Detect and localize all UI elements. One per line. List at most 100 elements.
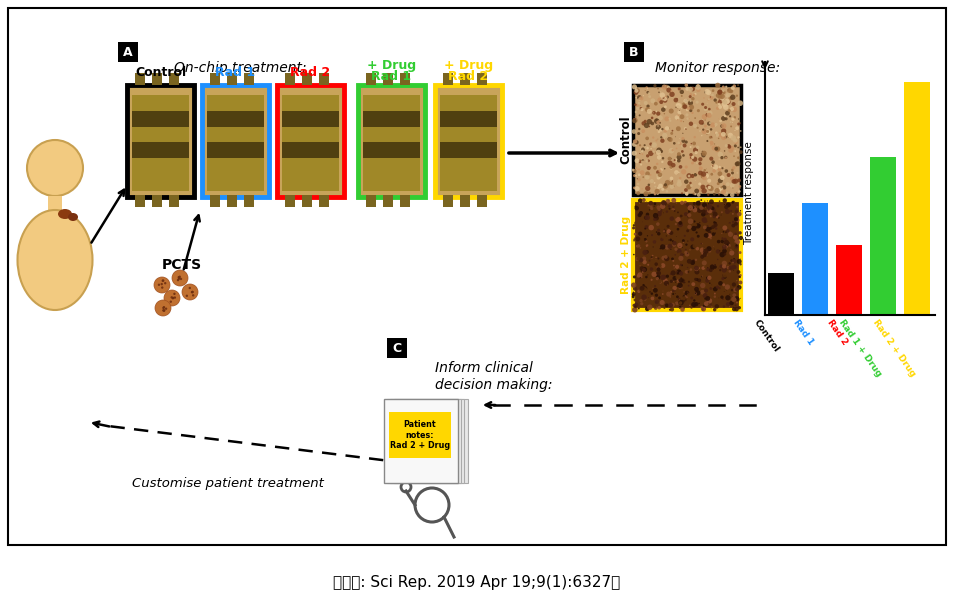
Circle shape: [705, 119, 706, 120]
Circle shape: [685, 294, 689, 298]
Circle shape: [736, 259, 742, 264]
Circle shape: [713, 193, 715, 196]
Circle shape: [654, 285, 656, 287]
Circle shape: [637, 145, 639, 146]
Circle shape: [710, 141, 713, 145]
Circle shape: [736, 192, 737, 194]
Circle shape: [690, 244, 695, 249]
Circle shape: [714, 222, 717, 224]
Circle shape: [662, 244, 665, 247]
Circle shape: [668, 137, 672, 142]
Circle shape: [735, 244, 738, 247]
Circle shape: [698, 182, 701, 185]
Circle shape: [645, 90, 646, 91]
Circle shape: [661, 128, 664, 130]
Circle shape: [658, 131, 660, 133]
Circle shape: [691, 282, 695, 286]
Circle shape: [702, 209, 706, 214]
Circle shape: [646, 240, 647, 243]
Bar: [400, 73, 410, 85]
Circle shape: [653, 241, 656, 243]
Circle shape: [657, 212, 662, 217]
Bar: [768, 273, 794, 315]
Circle shape: [738, 251, 741, 254]
Circle shape: [718, 281, 723, 285]
Circle shape: [690, 237, 694, 241]
Bar: [435, 85, 502, 197]
Circle shape: [689, 103, 690, 105]
Circle shape: [737, 157, 739, 159]
Circle shape: [674, 247, 678, 251]
Circle shape: [711, 267, 713, 270]
Circle shape: [710, 136, 712, 138]
Circle shape: [734, 209, 738, 213]
Circle shape: [634, 118, 636, 120]
Circle shape: [711, 166, 712, 167]
Circle shape: [713, 308, 716, 311]
Circle shape: [715, 148, 719, 152]
Circle shape: [657, 155, 662, 160]
Circle shape: [656, 275, 661, 279]
Circle shape: [656, 111, 657, 112]
Text: Rad 2: Rad 2: [290, 66, 330, 79]
Circle shape: [636, 107, 640, 110]
Circle shape: [692, 94, 695, 96]
Circle shape: [647, 204, 652, 209]
Circle shape: [693, 124, 697, 128]
Circle shape: [664, 256, 669, 261]
Circle shape: [712, 164, 718, 170]
Circle shape: [647, 88, 648, 89]
Circle shape: [649, 291, 651, 293]
Circle shape: [730, 250, 734, 255]
Text: Rad 1: Rad 1: [371, 70, 412, 84]
Circle shape: [722, 102, 728, 107]
Circle shape: [732, 221, 734, 223]
Circle shape: [676, 271, 678, 273]
Circle shape: [695, 278, 698, 281]
Bar: [633, 85, 741, 195]
Circle shape: [650, 122, 654, 125]
Circle shape: [682, 104, 687, 109]
Circle shape: [729, 223, 732, 226]
Circle shape: [685, 252, 690, 256]
Circle shape: [698, 170, 703, 175]
Circle shape: [717, 146, 718, 147]
Bar: [443, 73, 453, 85]
Circle shape: [657, 232, 661, 235]
Circle shape: [655, 256, 657, 258]
Circle shape: [735, 126, 739, 130]
Circle shape: [669, 238, 672, 241]
Circle shape: [725, 111, 730, 116]
Circle shape: [642, 188, 643, 190]
Circle shape: [716, 216, 718, 219]
Circle shape: [173, 293, 176, 295]
Circle shape: [722, 284, 725, 287]
Circle shape: [701, 153, 706, 158]
Circle shape: [717, 90, 722, 95]
Circle shape: [655, 152, 658, 154]
Circle shape: [734, 232, 737, 235]
FancyBboxPatch shape: [390, 399, 464, 483]
Circle shape: [683, 308, 685, 309]
Circle shape: [701, 276, 702, 278]
Circle shape: [719, 94, 725, 99]
Circle shape: [670, 138, 672, 140]
Circle shape: [647, 278, 650, 281]
Circle shape: [656, 120, 661, 125]
Circle shape: [714, 188, 717, 191]
Circle shape: [656, 267, 661, 272]
Circle shape: [677, 243, 683, 248]
Circle shape: [164, 282, 166, 284]
Circle shape: [690, 174, 694, 178]
Circle shape: [696, 84, 700, 87]
Circle shape: [689, 305, 690, 306]
Circle shape: [645, 125, 647, 127]
Circle shape: [723, 266, 728, 270]
Circle shape: [733, 266, 736, 269]
Circle shape: [703, 305, 705, 307]
Circle shape: [664, 183, 667, 187]
Circle shape: [686, 87, 690, 91]
Circle shape: [725, 117, 728, 120]
Circle shape: [667, 229, 670, 233]
Circle shape: [690, 153, 692, 157]
